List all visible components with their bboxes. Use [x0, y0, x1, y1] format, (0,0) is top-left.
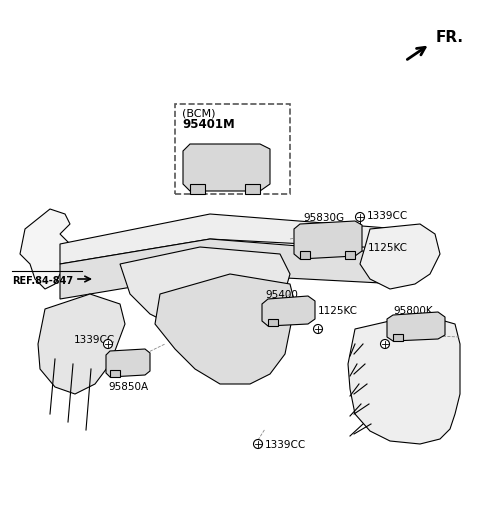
Text: 95830G: 95830G — [303, 213, 344, 223]
Text: (BCM): (BCM) — [182, 108, 216, 118]
Text: 1339CC: 1339CC — [74, 334, 115, 344]
Text: 1125KC: 1125KC — [318, 306, 358, 316]
Circle shape — [253, 440, 263, 448]
Text: 1125KC: 1125KC — [368, 242, 408, 252]
Polygon shape — [60, 239, 400, 299]
Polygon shape — [300, 251, 310, 260]
Text: REF.84-847: REF.84-847 — [12, 275, 73, 285]
Polygon shape — [393, 334, 403, 341]
FancyBboxPatch shape — [175, 105, 290, 194]
Circle shape — [313, 325, 323, 334]
Circle shape — [381, 340, 389, 349]
Text: 95800K: 95800K — [393, 306, 432, 316]
Circle shape — [104, 340, 112, 349]
Text: 95850A: 95850A — [108, 381, 148, 391]
Polygon shape — [60, 215, 400, 265]
Polygon shape — [190, 185, 205, 194]
Polygon shape — [360, 225, 440, 289]
Text: 1339CC: 1339CC — [265, 439, 306, 449]
Polygon shape — [348, 315, 460, 444]
Polygon shape — [345, 251, 355, 260]
Polygon shape — [294, 222, 362, 260]
Polygon shape — [183, 145, 270, 191]
Polygon shape — [38, 294, 125, 394]
Polygon shape — [20, 210, 85, 289]
Polygon shape — [268, 319, 278, 326]
Text: 95401M: 95401M — [182, 118, 235, 131]
Circle shape — [356, 213, 364, 222]
Polygon shape — [262, 296, 315, 326]
Polygon shape — [387, 313, 445, 341]
Text: 95400: 95400 — [265, 289, 298, 299]
Polygon shape — [245, 185, 260, 194]
Text: FR.: FR. — [436, 30, 464, 45]
Polygon shape — [155, 274, 295, 384]
Polygon shape — [120, 247, 290, 339]
Text: 1339CC: 1339CC — [367, 211, 408, 221]
Polygon shape — [106, 349, 150, 377]
Polygon shape — [110, 370, 120, 377]
